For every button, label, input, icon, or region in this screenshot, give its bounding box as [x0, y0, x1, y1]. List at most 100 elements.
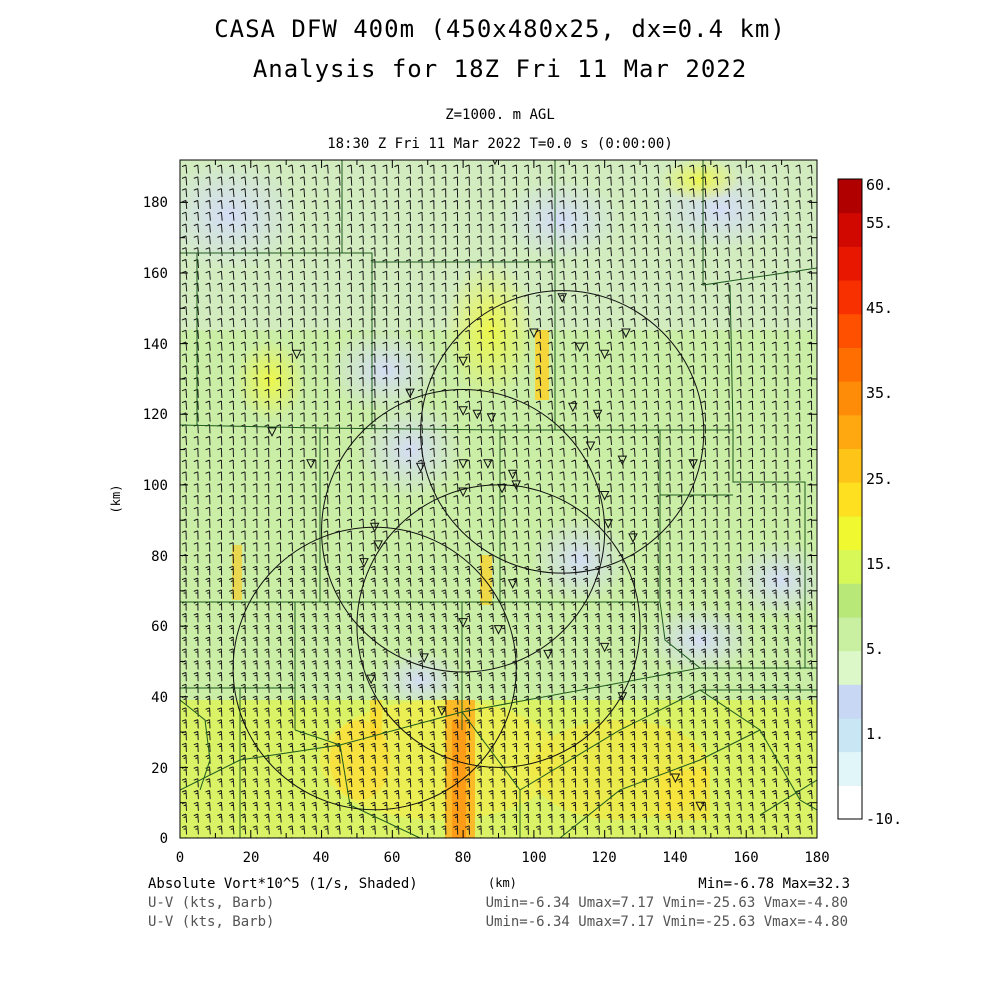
chart-title-line2: Analysis for 18Z Fri 11 Mar 2022: [252, 55, 748, 83]
station-marker: [575, 342, 585, 353]
x-axis-label: (km): [488, 876, 517, 890]
station-marker: [592, 409, 603, 420]
colorbar-swatch: [838, 717, 862, 753]
station-marker: [568, 402, 578, 413]
field-description: Absolute Vort*10^5 (1/s, Shaded): [148, 876, 418, 892]
wind-barbs: [181, 164, 813, 838]
station-marker: [366, 674, 376, 685]
station-marker: [458, 487, 468, 498]
colorbar-swatch: [838, 448, 862, 483]
station-marker: [621, 328, 631, 339]
colorbar-label-15: 15.: [866, 555, 893, 573]
colorbar-swatch: [838, 280, 862, 315]
colorbar-frame: [837, 178, 863, 820]
station-marker: [511, 480, 522, 490]
station-marker: [507, 579, 518, 589]
station-marker: [415, 462, 426, 473]
colorbar-swatch: [838, 785, 862, 820]
axis-ticks: [179, 160, 818, 839]
station-marker: [472, 409, 483, 420]
station-marker: [458, 356, 468, 367]
colorbar-label-5: 5.: [866, 640, 884, 658]
county-boundaries: [180, 160, 817, 838]
station-marker: [437, 706, 447, 716]
y-tick-60: 60: [151, 619, 168, 635]
colorbar-swatch: [838, 179, 862, 214]
level-label: Z=1000. m AGL: [445, 107, 555, 123]
station-marker: [688, 459, 698, 469]
colorbar-swatch: [838, 246, 862, 281]
colorbar-swatch: [838, 616, 862, 652]
colorbar-label-60: 60.: [866, 176, 893, 194]
station-marker: [557, 293, 568, 303]
x-tick-0: 0: [176, 850, 184, 866]
y-tick-140: 140: [143, 337, 168, 353]
colorbar-swatch: [838, 751, 862, 786]
station-marker: [497, 483, 507, 494]
station-marker: [267, 427, 277, 438]
colorbar-swatch: [838, 684, 862, 719]
colorbar-label-55: 55.: [866, 214, 893, 232]
y-tick-80: 80: [151, 549, 168, 565]
station-marker: [419, 653, 429, 664]
colorbar-swatch: [838, 381, 862, 416]
y-tick-100: 100: [143, 478, 168, 494]
x-tick-60: 60: [384, 850, 401, 866]
colorbar-swatch: [838, 650, 862, 685]
station-marker: [493, 625, 504, 635]
station-marker: [585, 441, 596, 452]
x-tick-100: 100: [521, 850, 546, 866]
y-tick-120: 120: [143, 407, 168, 423]
station-marker: [599, 642, 610, 653]
x-tick-140: 140: [662, 850, 687, 866]
y-tick-0: 0: [160, 831, 168, 847]
station-marker: [507, 469, 518, 480]
colorbar-label-minus10: -10.: [866, 810, 902, 828]
station-marker: [458, 459, 468, 469]
station-marker: [603, 519, 614, 529]
station-marker: [617, 692, 628, 702]
station-marker: [617, 455, 628, 466]
field-minmax: Min=-6.78 Max=32.3: [698, 876, 850, 892]
chart-title-line1: CASA DFW 400m (450x480x25, dx=0.4 km): [214, 15, 786, 43]
radar-range-ring: [232, 526, 517, 811]
y-tick-160: 160: [143, 266, 168, 282]
station-marker: [670, 773, 681, 784]
radar-range-ring: [420, 290, 705, 574]
colorbar-label-45: 45.: [866, 299, 893, 317]
colorbar-swatch: [838, 482, 862, 517]
colorbar-swatch: [838, 515, 862, 551]
radar-range-ring: [321, 389, 606, 673]
station-marker: [405, 388, 415, 399]
colorbar-label-25: 25.: [866, 470, 893, 488]
colorbar-swatch: [838, 313, 862, 348]
station-marker: [695, 801, 706, 812]
colorbar-swatch: [838, 583, 862, 618]
station-marker: [369, 522, 380, 533]
station-marker: [306, 459, 316, 469]
y-tick-40: 40: [151, 690, 168, 706]
y-tick-180: 180: [143, 195, 168, 211]
vector2-stats: Umin=-6.34 Umax=7.17 Vmin=-25.63 Vmax=-4…: [485, 914, 848, 930]
x-tick-120: 120: [591, 850, 616, 866]
station-marker: [483, 459, 493, 469]
colorbar-label-35: 35.: [866, 384, 893, 402]
station-marker: [529, 328, 539, 339]
station-marker: [599, 349, 610, 360]
vector2-name: U-V (kts, Barb): [148, 914, 275, 930]
radar-station-markers: [267, 160, 706, 812]
station-marker: [373, 540, 383, 551]
x-tick-80: 80: [455, 850, 472, 866]
colorbar-swatch: [838, 414, 862, 449]
colorbar: [838, 178, 862, 820]
x-tick-20: 20: [243, 850, 260, 866]
wind-barb-field: [181, 164, 813, 838]
y-axis-label: (km): [109, 485, 123, 514]
x-tick-40: 40: [313, 850, 330, 866]
x-tick-160: 160: [733, 850, 758, 866]
station-marker: [543, 649, 553, 660]
station-marker: [359, 558, 369, 568]
vector1-stats: Umin=-6.34 Umax=7.17 Vmin=-25.63 Vmax=-4…: [485, 895, 848, 911]
station-marker: [291, 349, 302, 360]
